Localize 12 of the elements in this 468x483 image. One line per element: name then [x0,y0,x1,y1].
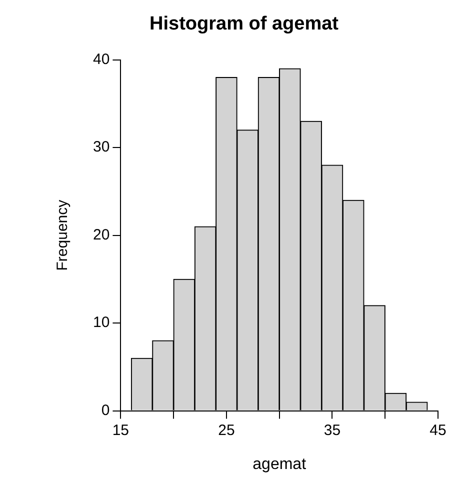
chart-title: Histogram of agemat [150,14,340,35]
y-tick-label: 40 [92,50,110,68]
x-axis-title: agemat [252,456,307,473]
y-tick-label: 30 [92,138,110,156]
y-tick-label: 10 [92,314,110,332]
y-tick-label: 0 [101,402,110,419]
x-tick-label: 15 [112,422,130,439]
x-tick-label: 45 [430,422,446,439]
y-tick-label: 20 [92,226,110,244]
y-axis-title: Frequency [54,199,72,271]
x-tick-label: 35 [324,422,341,439]
x-tick-label: 25 [218,422,235,439]
